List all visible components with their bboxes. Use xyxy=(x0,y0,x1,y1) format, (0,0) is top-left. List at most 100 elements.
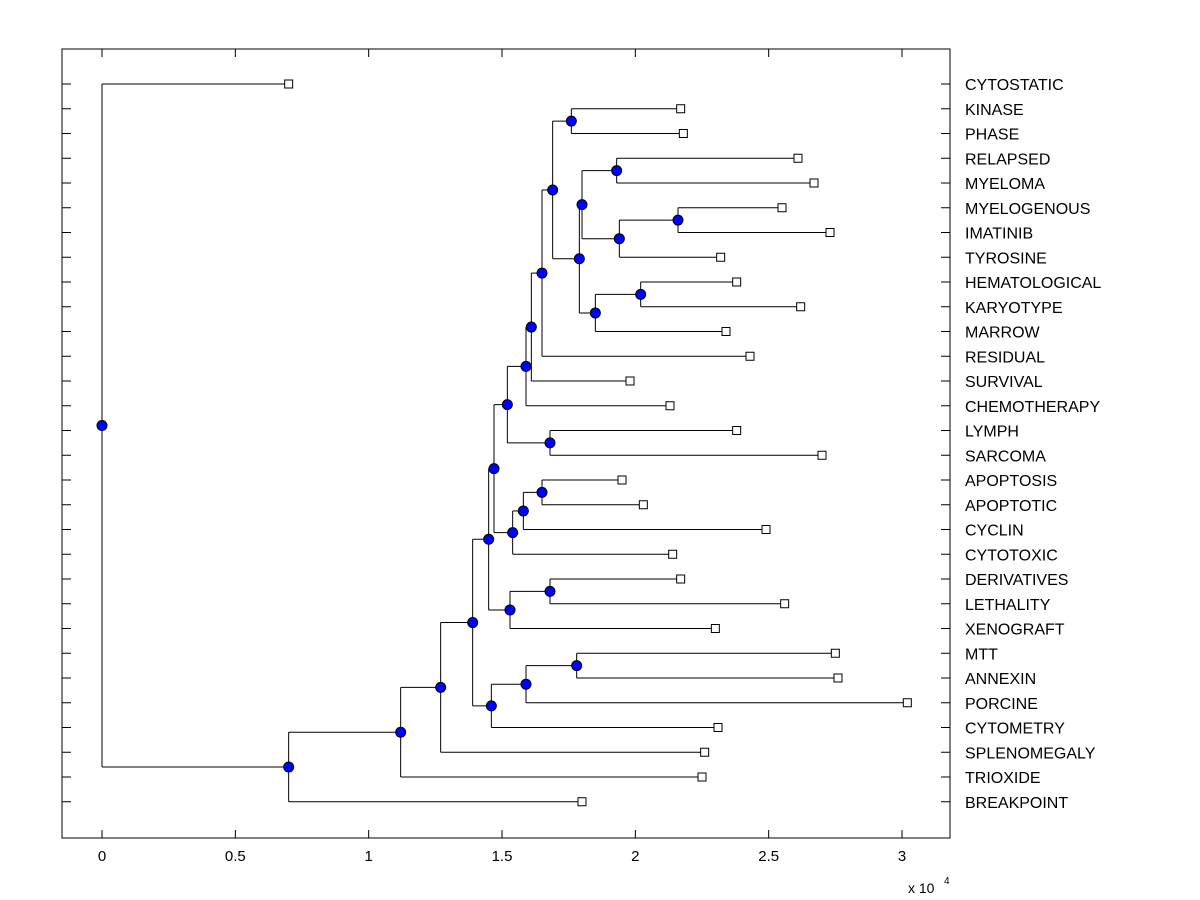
leaf-marker xyxy=(809,178,819,188)
leaf-marker xyxy=(732,426,742,435)
node-marker xyxy=(507,527,519,539)
leaf-label: KARYOTYPE xyxy=(965,300,1063,317)
node-marker xyxy=(504,604,516,616)
node-marker xyxy=(525,321,537,333)
leaf-marker xyxy=(777,203,787,213)
leaf-marker xyxy=(716,252,726,262)
leaf-marker xyxy=(713,723,723,732)
leaf-marker xyxy=(668,549,678,559)
leaf-label: CYCLIN xyxy=(965,523,1024,540)
x-tick-label: 1 xyxy=(364,848,372,865)
leaf-label: HEMATOLOGICAL xyxy=(965,275,1101,292)
leaf-label: KINASE xyxy=(965,102,1024,119)
node-marker xyxy=(536,486,548,498)
leaf-marker-group xyxy=(284,79,912,807)
x-multiplier-label: x 10 xyxy=(908,880,935,896)
leaf-marker xyxy=(817,450,827,460)
leaf-marker xyxy=(796,302,806,312)
node-marker xyxy=(573,253,585,265)
leaf-label: MYELOMA xyxy=(965,176,1045,193)
leaf-label: PORCINE xyxy=(965,696,1038,713)
tick-group: 0 0.5 1 1.5 2 2.5 3 xyxy=(62,49,950,865)
node-marker xyxy=(283,761,295,773)
node-marker xyxy=(635,288,647,300)
leaf-marker xyxy=(638,500,648,510)
leaf-marker xyxy=(825,228,835,237)
node-marker xyxy=(611,165,623,177)
leaf-marker xyxy=(830,648,840,658)
leaf-marker xyxy=(732,277,742,287)
x-multiplier: x 10 4 xyxy=(908,876,950,896)
node-marker xyxy=(520,360,532,372)
leaf-label: XENOGRAFT xyxy=(965,622,1065,639)
leaf-label: IMATINIB xyxy=(965,226,1033,243)
leaf-marker xyxy=(721,327,731,336)
node-marker xyxy=(467,617,479,629)
node-marker xyxy=(672,214,684,226)
x-tick-label: 3 xyxy=(898,848,906,865)
leaf-marker xyxy=(700,747,710,757)
leaf-marker xyxy=(833,673,843,683)
leaf-marker xyxy=(676,104,686,114)
leaf-label: MYELOGENOUS xyxy=(965,201,1090,218)
leaf-label: TRIOXIDE xyxy=(965,770,1041,787)
leaf-label: SARCOMA xyxy=(965,448,1046,465)
node-marker xyxy=(517,505,529,517)
x-multiplier-exponent: 4 xyxy=(944,876,950,887)
leaf-label: APOPTOTIC xyxy=(965,498,1057,515)
leaf-label: CYTOTOXIC xyxy=(965,547,1058,564)
node-marker xyxy=(501,399,513,411)
node-marker xyxy=(520,678,532,690)
node-marker xyxy=(485,700,497,712)
x-tick-label: 0 xyxy=(98,848,106,865)
x-tick-label: 2 xyxy=(631,848,639,865)
leaf-label: CHEMOTHERAPY xyxy=(965,399,1100,416)
node-marker xyxy=(589,307,601,319)
node-marker xyxy=(536,267,548,279)
leaf-label: MARROW xyxy=(965,325,1041,342)
node-marker xyxy=(544,437,556,449)
leaf-label: RELAPSED xyxy=(965,151,1050,168)
node-marker xyxy=(565,115,577,127)
leaf-label: ANNEXIN xyxy=(965,671,1036,688)
leaf-label-group: CYTOSTATIC KINASE PHASE RELAPSED MYELOMA MYEL… xyxy=(965,77,1101,812)
leaf-label: SPLENOMEGALY xyxy=(965,745,1096,762)
leaf-marker xyxy=(617,475,627,485)
leaf-label: SURVIVAL xyxy=(965,374,1043,391)
leaf-label: CYTOSTATIC xyxy=(965,77,1064,94)
node-marker xyxy=(483,533,495,545)
node-marker xyxy=(488,463,500,475)
leaf-label: MTT xyxy=(965,646,998,663)
leaf-marker xyxy=(577,797,587,807)
leaf-marker xyxy=(665,401,675,411)
leaf-label: LETHALITY xyxy=(965,597,1051,614)
leaf-marker xyxy=(678,129,688,138)
leaf-marker xyxy=(625,376,635,386)
node-marker xyxy=(435,681,447,693)
leaf-marker xyxy=(284,79,294,89)
leaf-marker xyxy=(780,599,790,609)
leaf-marker xyxy=(697,772,707,782)
leaf-label: BREAKPOINT xyxy=(965,795,1068,812)
leaf-marker xyxy=(745,351,755,361)
leaf-label: CYTOMETRY xyxy=(965,721,1065,738)
node-marker xyxy=(571,660,583,672)
node-marker xyxy=(96,419,108,431)
leaf-marker xyxy=(902,698,912,708)
leaf-label: APOPTOSIS xyxy=(965,473,1057,490)
node-marker xyxy=(395,726,407,738)
plot-frame xyxy=(61,48,951,839)
leaf-marker xyxy=(676,574,686,584)
x-tick-label: 0.5 xyxy=(225,848,246,865)
leaf-marker xyxy=(710,624,720,633)
leaf-marker xyxy=(793,153,803,163)
leaf-label: RESIDUAL xyxy=(965,349,1045,366)
leaf-label: LYMPH xyxy=(965,424,1019,441)
node-marker xyxy=(547,184,559,196)
x-tick-label: 2.5 xyxy=(758,848,779,865)
leaf-label: TYROSINE xyxy=(965,250,1047,267)
leaf-label: DERIVATIVES xyxy=(965,572,1068,589)
node-marker xyxy=(544,585,556,597)
node-marker-group xyxy=(96,115,684,773)
